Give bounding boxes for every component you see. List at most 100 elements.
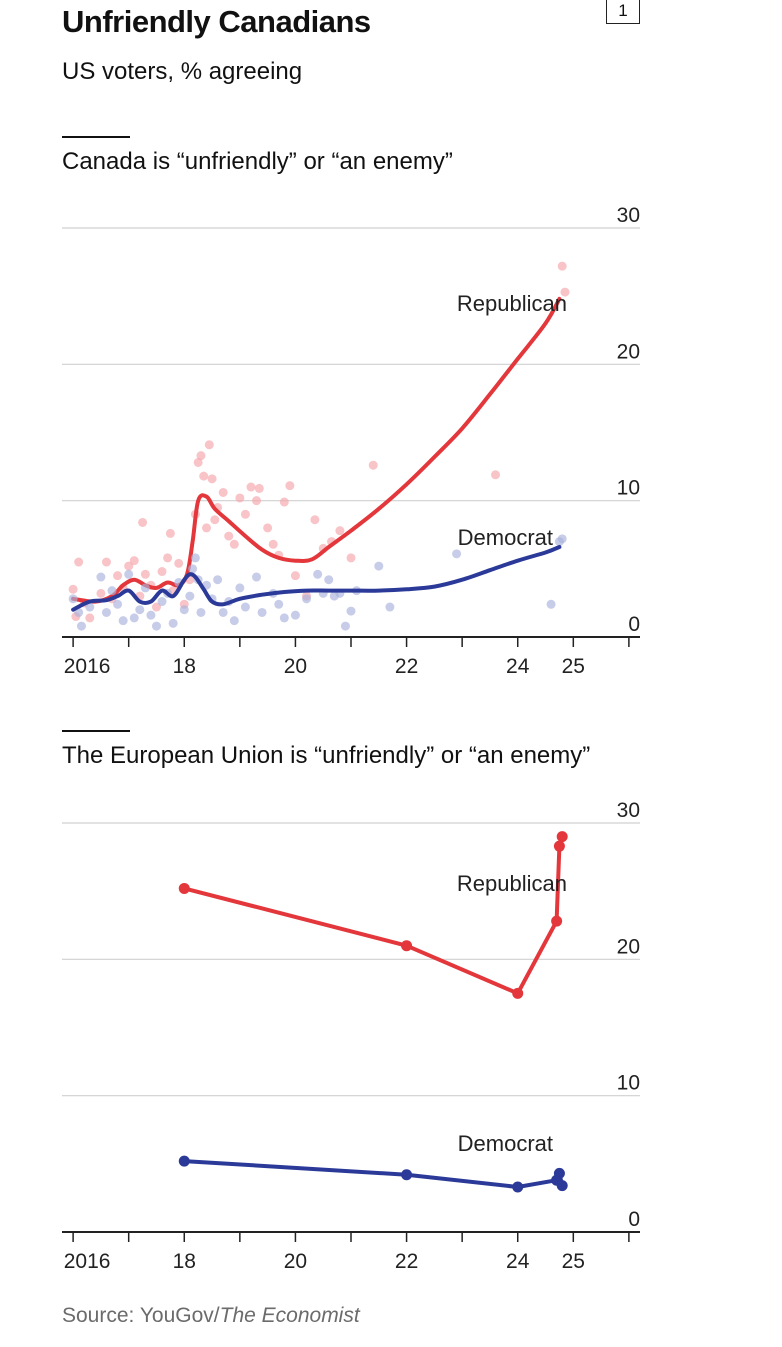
democrat-poll-point — [229, 616, 239, 626]
y-tick-label: 10 — [617, 1072, 640, 1095]
republican-poll-point — [557, 261, 567, 271]
y-tick-label: 30 — [617, 204, 640, 227]
republican-poll-point — [204, 440, 214, 450]
republican-poll-point — [129, 556, 139, 566]
republican-data-point — [512, 987, 524, 999]
democrat-poll-point — [74, 607, 84, 617]
democrat-poll-point — [101, 607, 111, 617]
republican-poll-point — [491, 470, 500, 480]
democrat-poll-point — [290, 610, 300, 620]
democrat-poll-point — [240, 602, 250, 612]
republican-poll-point — [124, 561, 134, 571]
republican-poll-point — [254, 483, 264, 493]
democrat-poll-point — [168, 618, 178, 628]
republican-poll-point — [157, 567, 167, 577]
republican-poll-point — [174, 558, 184, 568]
republican-poll-point — [85, 613, 95, 623]
republican-series-label: Republican — [457, 871, 567, 896]
x-tick-label: 18 — [173, 1250, 196, 1273]
democrat-poll-point — [557, 534, 567, 544]
republican-poll-point — [368, 460, 378, 470]
x-tick-label: 24 — [506, 655, 530, 678]
canada-chart: 0 10 20 30 2016 18 20 22 24 25 Republican Democrat — [62, 204, 640, 678]
republican-poll-point — [290, 571, 300, 581]
page-title: Unfriendly Canadians — [62, 4, 371, 39]
democrat-data-point — [512, 1181, 524, 1193]
democrat-poll-point — [279, 613, 289, 623]
democrat-poll-point — [85, 602, 95, 612]
x-tick-label: 22 — [395, 1250, 418, 1273]
x-tick-label: 2016 — [64, 655, 111, 678]
republican-poll-point — [138, 517, 148, 527]
x-tick-label: 25 — [562, 1250, 585, 1273]
republican-poll-point — [279, 497, 289, 507]
democrat-poll-point — [124, 569, 134, 579]
democrat-poll-point — [385, 602, 395, 612]
republican-poll-point — [268, 539, 278, 549]
democrat-poll-point — [146, 610, 156, 620]
republican-poll-point — [96, 588, 106, 598]
republican-poll-point — [235, 493, 245, 503]
republican-data-point — [401, 940, 413, 952]
democrat-poll-point — [374, 561, 384, 571]
republican-poll-point — [113, 571, 123, 581]
democrat-poll-point — [196, 607, 206, 617]
republican-data-point — [553, 840, 565, 852]
democrat-poll-point — [188, 564, 198, 574]
democrat-poll-point — [257, 607, 267, 617]
republican-poll-point — [263, 523, 273, 533]
x-tick-label: 2016 — [64, 1250, 111, 1273]
x-tick-label: 20 — [284, 655, 307, 678]
y-tick-label: 20 — [617, 340, 640, 363]
democrat-poll-point — [140, 583, 150, 593]
republican-poll-point — [140, 569, 150, 579]
eu-chart: 0 10 20 30 2016 18 20 22 24 25 Republican Democrat — [62, 799, 640, 1273]
democrat-poll-point — [68, 594, 78, 604]
x-tick-label: 24 — [506, 1250, 530, 1273]
republican-poll-point — [224, 531, 234, 541]
republican-poll-point — [218, 487, 228, 497]
chart-title-canada: Canada is “unfriendly” or “an enemy” — [62, 148, 453, 175]
republican-poll-point — [310, 515, 320, 525]
republican-poll-point — [196, 451, 206, 461]
democrat-poll-point — [179, 605, 189, 615]
republican-poll-point — [560, 287, 570, 297]
republican-poll-point — [151, 602, 161, 612]
democrat-poll-point — [235, 583, 245, 593]
republican-data-point — [551, 915, 563, 927]
democrat-poll-point — [324, 575, 334, 585]
democrat-poll-point — [96, 572, 106, 582]
republican-poll-point — [163, 553, 173, 563]
democrat-poll-point — [118, 616, 128, 626]
page-subtitle: US voters, % agreeing — [62, 58, 303, 85]
x-tick-label: 18 — [173, 655, 196, 678]
x-tick-label: 22 — [395, 655, 418, 678]
democrat-series-label: Democrat — [458, 1131, 553, 1156]
democrat-poll-point — [185, 591, 195, 601]
democrat-trend-line — [71, 545, 562, 612]
democrat-data-point — [553, 1167, 565, 1179]
y-tick-label: 10 — [617, 477, 640, 500]
x-tick-label: 20 — [284, 1250, 307, 1273]
republican-poll-point — [335, 526, 345, 536]
democrat-poll-point — [302, 594, 312, 604]
democrat-poll-point — [546, 599, 556, 609]
democrat-poll-point — [346, 606, 356, 616]
republican-poll-point — [285, 481, 295, 491]
source-prefix: Source: YouGov/ — [62, 1304, 220, 1327]
republican-poll-point — [252, 496, 262, 506]
democrat-poll-point — [190, 553, 200, 563]
democrat-poll-point — [107, 586, 117, 596]
section-rule-eu — [62, 730, 130, 732]
y-tick-label: 0 — [628, 613, 640, 636]
republican-series-line — [183, 836, 565, 996]
republican-poll-point — [68, 584, 78, 594]
x-tick-label: 25 — [562, 655, 585, 678]
republican-trend-line — [71, 296, 562, 604]
republican-poll-point — [193, 457, 203, 467]
democrat-data-point — [401, 1169, 413, 1181]
democrat-poll-point — [135, 605, 145, 615]
republican-series-label: Republican — [457, 291, 567, 316]
democrat-poll-point — [157, 597, 167, 607]
republican-poll-point — [202, 523, 211, 533]
